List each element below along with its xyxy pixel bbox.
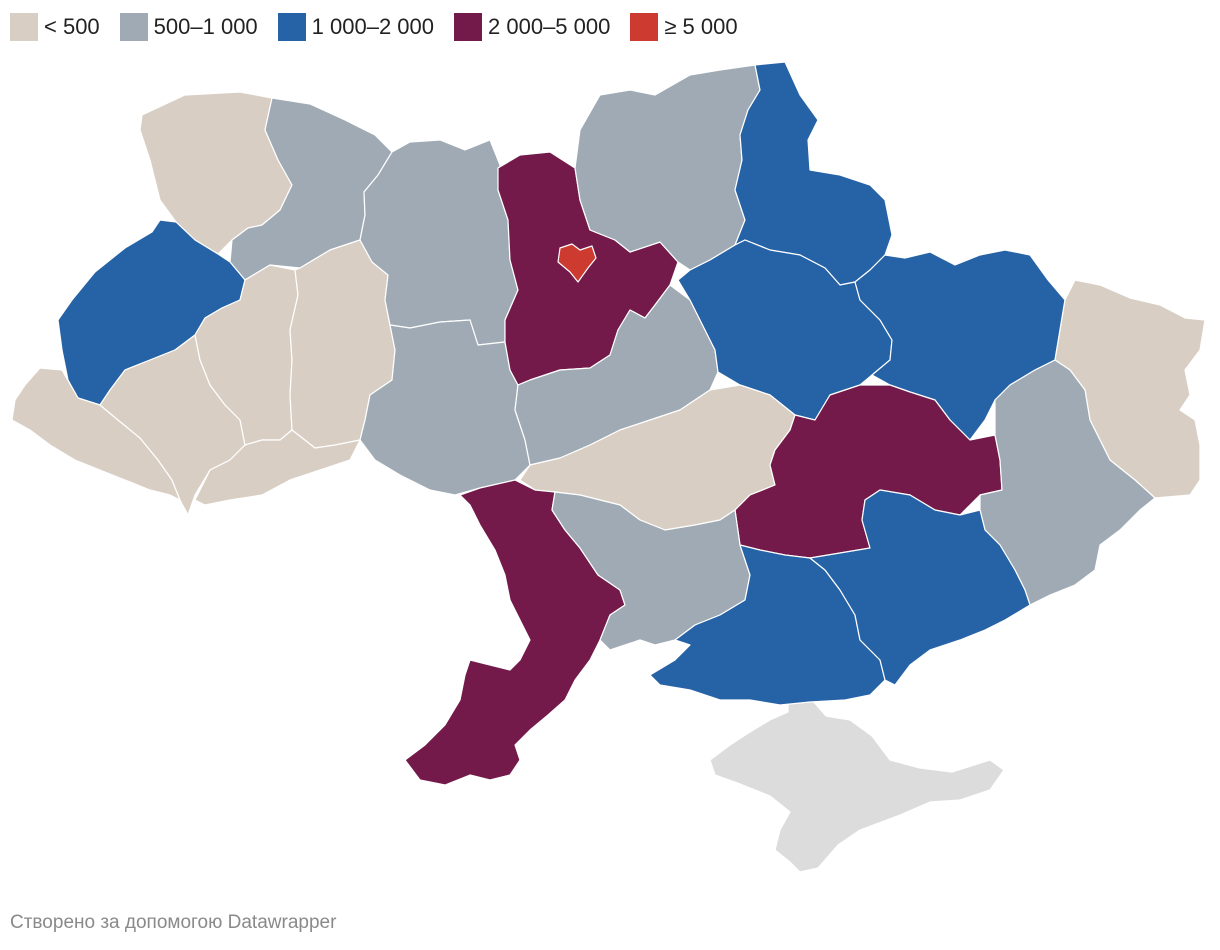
legend-swatch [454, 13, 483, 41]
region-rivne[interactable] [229, 97, 393, 281]
region-chernivtsi[interactable] [194, 429, 361, 506]
legend-item: < 500 [10, 13, 100, 41]
legend-swatch [630, 13, 659, 41]
legend: < 500 500–1 000 1 000–2 000 2 000–5 000 … [10, 12, 758, 42]
legend-label: 2 000–5 000 [488, 14, 611, 39]
legend-item: ≥ 5 000 [630, 13, 738, 41]
legend-swatch [119, 13, 148, 41]
legend-label: < 500 [44, 14, 100, 39]
region-kyiv-city[interactable] [557, 243, 597, 283]
region-zaporizhzhia[interactable] [809, 489, 1031, 686]
legend-item: 2 000–5 000 [454, 13, 610, 41]
ukraine-choropleth-map [11, 61, 1206, 873]
legend-swatch [10, 13, 38, 41]
legend-label: 1 000–2 000 [311, 14, 435, 39]
region-crimea[interactable] [709, 687, 1005, 873]
legend-label: ≥ 5 000 [664, 14, 738, 39]
legend-item: 500–1 000 [119, 13, 258, 41]
legend-label: 500–1 000 [153, 14, 258, 39]
region-donetsk[interactable] [979, 359, 1156, 606]
legend-item: 1 000–2 000 [277, 13, 435, 41]
legend-swatch [277, 13, 306, 41]
credit-text: Створено за допомогою Datawrapper [10, 912, 337, 933]
